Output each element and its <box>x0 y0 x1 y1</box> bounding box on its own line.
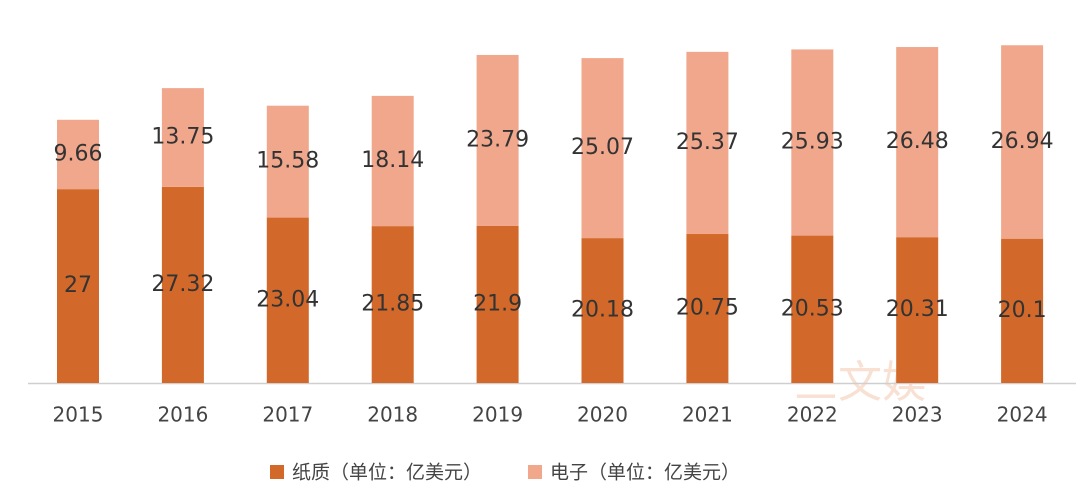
bar-segment <box>1001 45 1044 239</box>
value-label: 25.37 <box>676 130 739 155</box>
bar-segment <box>896 47 939 238</box>
bar-segment <box>371 95 414 227</box>
bar-segment <box>581 58 624 239</box>
x-tick-label: 2016 <box>157 403 208 427</box>
x-tick-label: 2020 <box>577 403 628 427</box>
legend-swatch <box>528 465 542 479</box>
value-label: 25.07 <box>571 135 634 160</box>
value-label: 27.32 <box>151 272 214 297</box>
value-label: 21.9 <box>473 291 522 316</box>
bar-segment <box>476 54 519 226</box>
value-label: 20.31 <box>886 297 949 322</box>
x-tick-label: 2022 <box>787 403 838 427</box>
bar-segment <box>266 217 309 383</box>
x-tick-label: 2018 <box>367 403 418 427</box>
bar-segment <box>57 189 99 383</box>
x-tick-label: 2017 <box>262 403 313 427</box>
value-label: 15.58 <box>256 149 319 174</box>
bar-segment <box>896 237 939 383</box>
legend-label: 纸质（单位：亿美元） <box>292 462 482 484</box>
legend-label: 电子（单位：亿美元） <box>550 462 740 484</box>
x-tick-label: 2024 <box>997 403 1048 427</box>
value-label: 23.04 <box>256 287 319 312</box>
value-label: 27 <box>64 273 92 298</box>
value-label: 23.79 <box>466 127 529 152</box>
legend-swatch <box>270 465 284 479</box>
bar-segment <box>57 119 99 190</box>
bar-segment <box>791 235 834 383</box>
bar-segment <box>791 49 834 236</box>
value-label: 20.53 <box>781 296 844 321</box>
bar-segment <box>476 225 519 383</box>
bar-segment <box>581 238 624 383</box>
value-label: 20.1 <box>998 298 1047 323</box>
x-tick-label: 2023 <box>892 403 943 427</box>
x-tick-label: 2021 <box>682 403 733 427</box>
bar-segment <box>686 51 729 235</box>
bar-segment <box>371 226 414 383</box>
bar-segment <box>266 105 309 218</box>
value-label: 13.75 <box>151 124 214 149</box>
value-label: 26.48 <box>886 129 949 154</box>
value-label: 20.18 <box>571 298 634 323</box>
value-label: 20.75 <box>676 296 739 321</box>
value-label: 18.14 <box>361 148 424 173</box>
bar-segment <box>1001 238 1044 383</box>
x-tick-label: 2019 <box>472 403 523 427</box>
value-label: 9.66 <box>54 141 103 166</box>
value-label: 21.85 <box>361 292 424 317</box>
value-label: 25.93 <box>781 130 844 155</box>
value-label: 26.94 <box>991 129 1054 154</box>
bar-segment <box>161 88 204 187</box>
bar-segment <box>161 186 204 383</box>
x-tick-label: 2015 <box>53 403 104 427</box>
bar-segment <box>686 234 729 383</box>
